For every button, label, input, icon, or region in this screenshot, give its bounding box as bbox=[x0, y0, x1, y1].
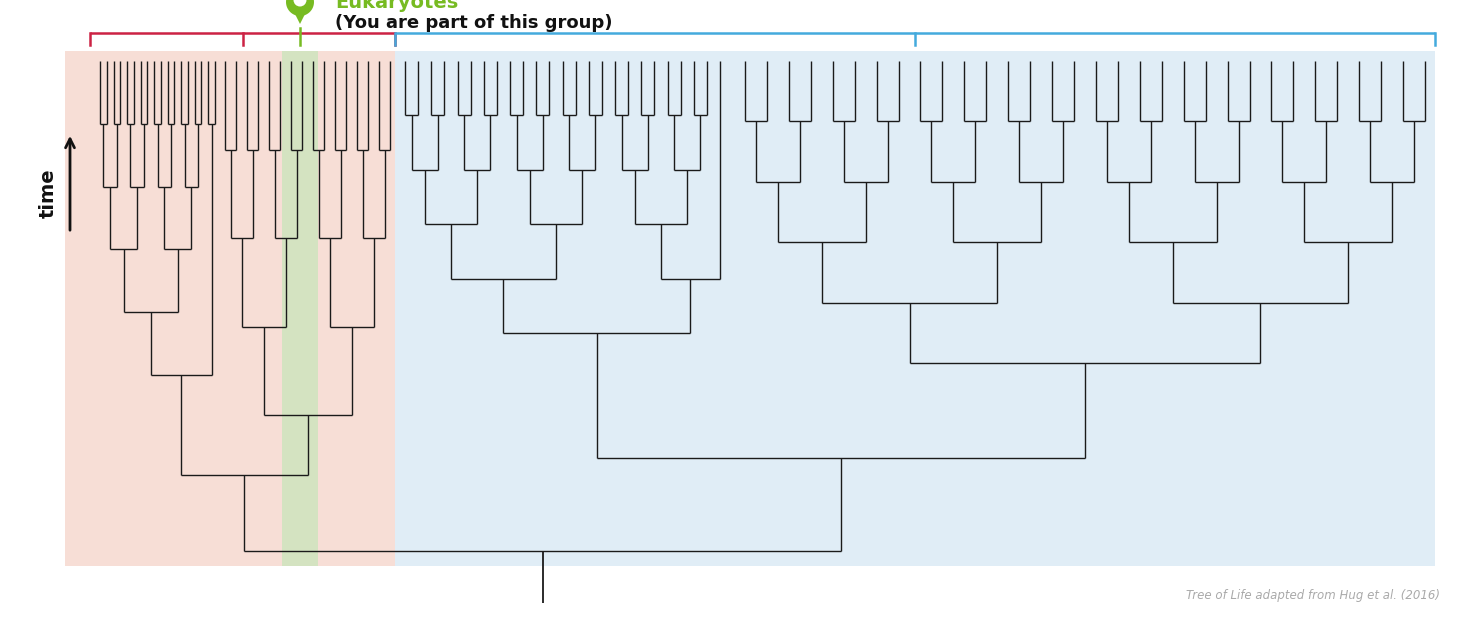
Text: time: time bbox=[38, 168, 57, 218]
Text: (You are part of this group): (You are part of this group) bbox=[335, 14, 612, 32]
Text: Eukaryotes: Eukaryotes bbox=[335, 0, 458, 12]
Bar bbox=[65, 51, 395, 566]
Circle shape bbox=[294, 0, 307, 6]
Bar bbox=[395, 51, 1436, 566]
Text: Tree of Life adapted from Hug et al. (2016): Tree of Life adapted from Hug et al. (20… bbox=[1186, 589, 1440, 601]
Bar bbox=[282, 51, 319, 566]
Polygon shape bbox=[286, 0, 314, 16]
Polygon shape bbox=[291, 6, 308, 24]
